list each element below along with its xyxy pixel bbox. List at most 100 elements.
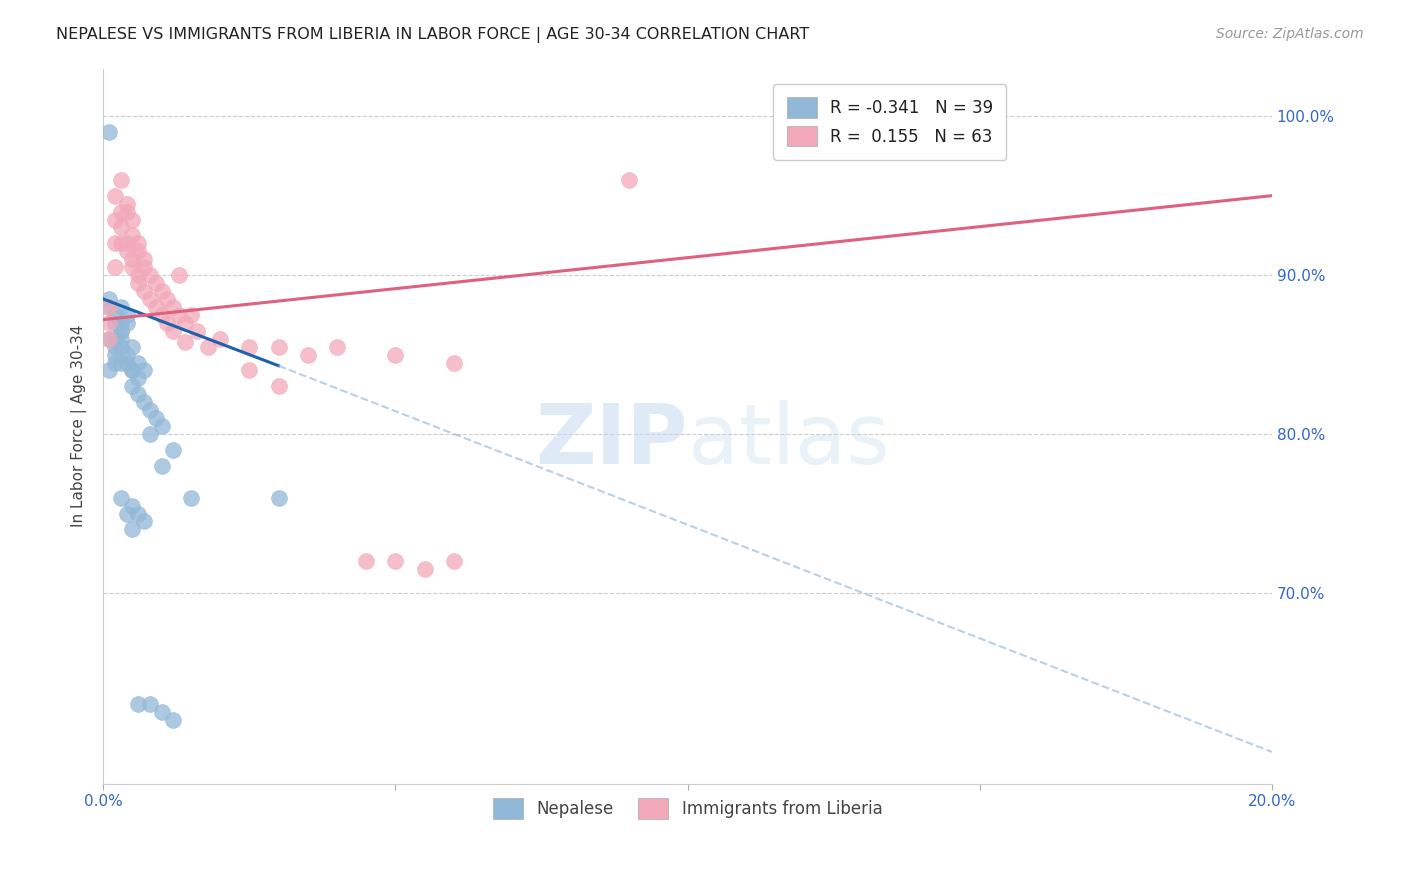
Point <box>98 300 121 314</box>
Legend: Nepalese, Immigrants from Liberia: Nepalese, Immigrants from Liberia <box>486 792 889 825</box>
Point <box>174 316 197 330</box>
Point <box>238 340 260 354</box>
Point <box>162 442 184 457</box>
Point <box>384 348 406 362</box>
Point <box>121 228 143 243</box>
Point <box>110 491 132 505</box>
Point <box>115 348 138 362</box>
Y-axis label: In Labor Force | Age 30-34: In Labor Force | Age 30-34 <box>72 325 87 527</box>
Point <box>110 332 132 346</box>
Point <box>127 387 149 401</box>
Point <box>180 308 202 322</box>
Point <box>115 355 138 369</box>
Point <box>617 173 640 187</box>
Point <box>98 125 121 139</box>
Point <box>267 379 290 393</box>
Point <box>167 268 190 282</box>
Point <box>110 300 132 314</box>
Point <box>145 411 167 425</box>
Point <box>413 562 436 576</box>
Point <box>121 523 143 537</box>
Point <box>197 340 219 354</box>
Point <box>121 363 143 377</box>
Point <box>98 316 121 330</box>
Point <box>267 340 290 354</box>
Point <box>110 324 132 338</box>
Point <box>121 260 143 275</box>
Point <box>104 308 127 322</box>
Point <box>110 324 132 338</box>
Point <box>104 340 127 354</box>
Point <box>127 698 149 712</box>
Point <box>354 554 377 568</box>
Point <box>121 379 143 393</box>
Point <box>110 204 132 219</box>
Point <box>139 268 162 282</box>
Point <box>150 705 173 719</box>
Point <box>127 236 149 251</box>
Point <box>134 252 156 267</box>
Point <box>127 355 149 369</box>
Point <box>162 300 184 314</box>
Text: ZIP: ZIP <box>536 400 688 481</box>
Point <box>98 292 121 306</box>
Point <box>110 340 132 354</box>
Point <box>297 348 319 362</box>
Point <box>104 316 127 330</box>
Point <box>150 458 173 473</box>
Point <box>115 308 138 322</box>
Text: NEPALESE VS IMMIGRANTS FROM LIBERIA IN LABOR FORCE | AGE 30-34 CORRELATION CHART: NEPALESE VS IMMIGRANTS FROM LIBERIA IN L… <box>56 27 810 43</box>
Point <box>139 698 162 712</box>
Point <box>443 355 465 369</box>
Point <box>150 419 173 434</box>
Point <box>134 395 156 409</box>
Text: Source: ZipAtlas.com: Source: ZipAtlas.com <box>1216 27 1364 41</box>
Point <box>127 268 149 282</box>
Point <box>104 188 127 202</box>
Point <box>186 324 208 338</box>
Point <box>104 348 127 362</box>
Point <box>104 260 127 275</box>
Point <box>115 196 138 211</box>
Point <box>139 292 162 306</box>
Point <box>104 236 127 251</box>
Point <box>162 324 184 338</box>
Point <box>180 491 202 505</box>
Point <box>134 260 156 275</box>
Point <box>209 332 232 346</box>
Point <box>238 363 260 377</box>
Point <box>98 332 121 346</box>
Point <box>104 355 127 369</box>
Point <box>104 332 127 346</box>
Point <box>98 332 121 346</box>
Point <box>115 204 138 219</box>
Point <box>121 340 143 354</box>
Point <box>121 252 143 267</box>
Point <box>150 284 173 298</box>
Point <box>145 300 167 314</box>
Point <box>127 244 149 259</box>
Point <box>443 554 465 568</box>
Point <box>127 507 149 521</box>
Point <box>167 308 190 322</box>
Point <box>267 491 290 505</box>
Point <box>139 427 162 442</box>
Point <box>134 515 156 529</box>
Point <box>150 308 173 322</box>
Point <box>156 292 179 306</box>
Point <box>98 363 121 377</box>
Point <box>174 334 197 349</box>
Point <box>134 284 156 298</box>
Text: atlas: atlas <box>688 400 890 481</box>
Point <box>121 212 143 227</box>
Point <box>127 276 149 290</box>
Point <box>139 403 162 417</box>
Point <box>162 713 184 727</box>
Point <box>121 499 143 513</box>
Point <box>110 220 132 235</box>
Point <box>115 236 138 251</box>
Point <box>156 316 179 330</box>
Point <box>127 371 149 385</box>
Point <box>134 363 156 377</box>
Point <box>115 244 138 259</box>
